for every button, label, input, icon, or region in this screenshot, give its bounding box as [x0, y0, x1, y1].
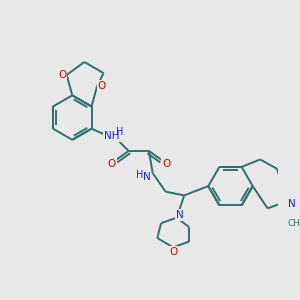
Text: N: N: [176, 210, 183, 220]
Text: N: N: [288, 199, 296, 209]
Text: H: H: [116, 128, 123, 137]
Text: H: H: [136, 170, 143, 180]
Text: O: O: [163, 159, 171, 169]
Text: N: N: [143, 172, 151, 182]
Text: O: O: [98, 81, 106, 91]
Text: NH: NH: [104, 131, 120, 141]
Text: O: O: [108, 159, 116, 169]
Text: O: O: [169, 247, 177, 257]
Text: CH₃: CH₃: [287, 219, 300, 228]
Text: O: O: [58, 70, 66, 80]
